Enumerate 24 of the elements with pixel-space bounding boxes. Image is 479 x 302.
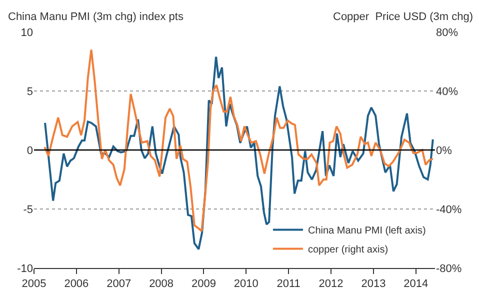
y-tick-label: 0	[26, 144, 33, 157]
x-tick-label: 2011	[276, 278, 300, 290]
legend-label: China Manu PMI (left axis)	[308, 226, 426, 237]
y2-tick-label: -40%	[436, 204, 462, 216]
y2-tick-label: 0%	[436, 144, 452, 157]
x-tick-label: 2008	[149, 278, 174, 290]
x-tick-label: 2014	[404, 278, 428, 290]
x-tick-label: 2009	[192, 278, 216, 290]
legend-label: copper (right axis)	[308, 244, 388, 256]
y-tick-label: 5	[26, 86, 33, 98]
x-tick-label: 2006	[64, 278, 89, 290]
y2-tick-label: -80%	[436, 262, 462, 275]
x-tick-label: 2013	[361, 278, 386, 290]
y-tick-label: -5	[23, 204, 33, 216]
y2-tick-label: 40%	[436, 86, 458, 98]
x-tick-label: 2005	[22, 278, 46, 290]
y-tick-label: 10	[20, 26, 33, 39]
y-axis-title: China Manu PMI (3m chg) index pts	[8, 11, 184, 23]
x-tick-label: 2007	[106, 278, 132, 290]
y2-tick-label: 80%	[436, 26, 458, 39]
y-tick-label: -10	[17, 262, 33, 275]
x-tick-label: 2010	[234, 278, 258, 290]
x-tick-label: 2012	[318, 278, 344, 290]
y2-axis-title: Copper Price USD (3m chg)	[333, 11, 473, 23]
